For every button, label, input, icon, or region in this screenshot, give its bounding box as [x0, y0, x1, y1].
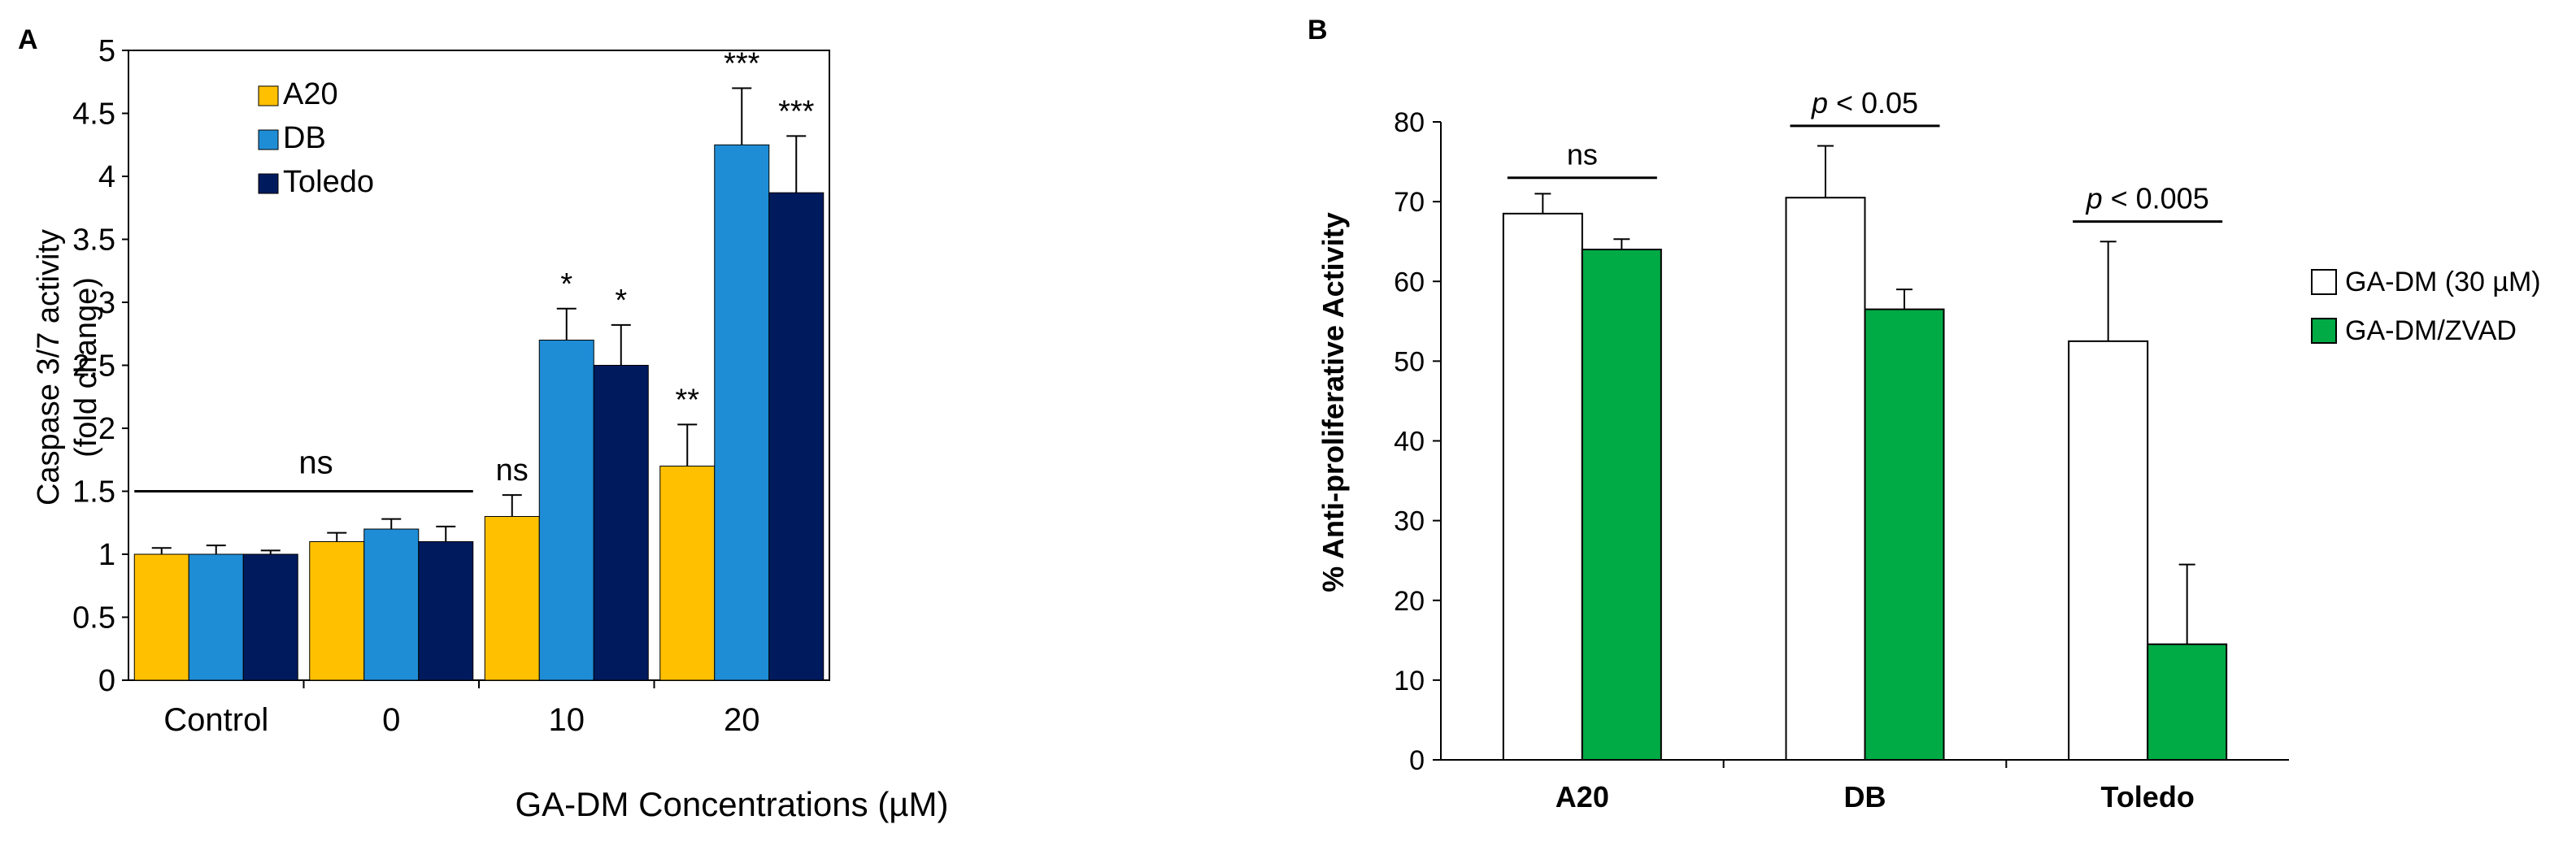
panel-b-y-tick-label: 30: [1394, 506, 1425, 537]
panel-a-significance-mark: **: [675, 383, 699, 417]
panel-a-x-tick-label: 20: [724, 702, 760, 738]
panel-a-significance-mark: *: [560, 267, 572, 302]
panel-a-y-tick-label: 1.5: [72, 475, 115, 510]
panel-a-x-label: GA-DM Concentrations (µM): [516, 785, 949, 823]
panel-b-y-tick-label: 40: [1394, 427, 1425, 458]
panel-label-b: B: [1308, 15, 1328, 46]
panel-a-bars: [133, 87, 825, 681]
panel-b-legend-swatch: [2311, 269, 2337, 295]
panel-a-annotations: ns ns*** *******: [134, 47, 815, 492]
panel-a-y-tick-label: 4: [98, 160, 115, 194]
panel-a-x-axis: Control 0 10 20: [163, 680, 760, 738]
panel-label-a: A: [18, 24, 38, 55]
panel-a-y-tick-label: 5: [98, 34, 115, 68]
panel-a-y-tick-label: 3.5: [72, 223, 115, 258]
panel-a-bar-toledo: [768, 192, 825, 681]
panel-b-bracket-label: p < 0.005: [2086, 182, 2209, 215]
panel-a-bar-toledo: [418, 541, 474, 681]
panel-b-y-tick-label: 80: [1394, 107, 1425, 138]
panel-a-bar-db: [714, 144, 770, 681]
panel-b-chart: 0 10 20 30 40 50 60 70 80 A20 DB Toledo ns p < 0.05…: [1316, 86, 2541, 813]
panel-b-bar-1: [1581, 249, 1662, 761]
panel-a-y-label-line1: Caspase 3/7 activity: [32, 229, 66, 505]
panel-b-y-tick-label: 10: [1394, 666, 1425, 696]
panel-a-y-tick-label: 0: [98, 664, 115, 698]
panel-a-x-tick-label: 10: [549, 702, 585, 738]
panel-b-bracket-label: p < 0.05: [1811, 86, 1918, 119]
panel-a-bar-db: [363, 528, 420, 681]
panel-a-significance-mark: ***: [724, 47, 760, 81]
panel-b-legend-label: GA-DM (30 µM): [2345, 267, 2541, 297]
panel-b-bar-0: [1785, 197, 1866, 761]
panel-b-y-tick-label: 20: [1394, 586, 1425, 617]
panel-a-y-tick-label: 3: [98, 286, 115, 320]
panel-b-bars: [1502, 145, 2228, 761]
panel-a-y-label-line2: (fold change): [69, 277, 103, 458]
panel-a-legend-label: DB: [283, 121, 326, 155]
panel-a-y-tick-label: 1: [98, 538, 115, 572]
panel-b-legend-swatch: [2311, 318, 2337, 344]
panel-a-bar-toledo: [242, 553, 298, 681]
panel-a-significance-mark: ***: [778, 94, 815, 128]
panel-b-y-tick-label: 70: [1394, 187, 1425, 218]
panel-a-legend-swatch: [258, 173, 279, 194]
panel-a-legend-swatch: [258, 85, 279, 106]
panel-b-bar-0: [2068, 340, 2149, 761]
panel-a-legend-label: Toledo: [283, 165, 374, 199]
panel-b-x-tick-label: Toledo: [2101, 780, 2195, 813]
panel-b-legend-label: GA-DM/ZVAD: [2345, 315, 2517, 346]
panel-a-legend-swatch: [258, 129, 279, 150]
panel-a-bar-a20: [133, 553, 189, 681]
panel-b-bar-1: [2147, 643, 2228, 761]
panel-b-annotations: ns p < 0.05 p < 0.005: [1507, 86, 2223, 223]
panel-b-bar-0: [1502, 212, 1583, 761]
panel-a-y-tick-label: 2: [98, 412, 115, 446]
panel-b-y-tick-label: 50: [1394, 346, 1425, 377]
panel-a-legend-label: A20: [283, 77, 338, 111]
panel-a-bar-a20: [484, 516, 540, 681]
panel-b-y-tick-label: 60: [1394, 267, 1425, 297]
panel-b-bar-1: [1864, 308, 1945, 761]
panel-a-x-tick-label: Control: [163, 702, 268, 738]
panel-a-y-tick-label: 2.5: [72, 349, 115, 384]
panel-a-y-tick-label: 4.5: [72, 98, 115, 132]
panel-b-y-tick-label: 0: [1409, 745, 1425, 776]
panel-a-bar-toledo: [593, 365, 649, 681]
panel-b-bracket-label: ns: [1567, 138, 1598, 171]
panel-a-significance-mark: ns: [496, 453, 529, 488]
panel-a-ns-bracket-label: ns: [298, 445, 333, 481]
panel-a-bar-a20: [309, 541, 365, 681]
panel-b-y-axis: 0 10 20 30 40 50 60 70 80: [1394, 107, 2289, 776]
panel-a-chart: 0 0.5 1 1.5 2 2.5 3 3.5 4 4.5 5 Control 0 10 20 ns ns *…: [32, 34, 948, 823]
panel-b-x-tick-label: A20: [1556, 780, 1609, 813]
panel-a-bar-db: [188, 553, 244, 681]
panel-b-x-axis: A20 DB Toledo: [1556, 760, 2195, 813]
panel-b-legend: GA-DM (30 µM) GA-DM/ZVAD: [2311, 267, 2541, 346]
panel-b-x-tick-label: DB: [1844, 780, 1886, 813]
panel-a-bar-db: [538, 340, 594, 681]
panel-a-significance-mark: *: [615, 284, 627, 318]
panel-b-y-label: % Anti-proliferative Activity: [1316, 212, 1350, 592]
panel-a-legend: A20 DB Toledo: [258, 77, 374, 199]
panel-a-x-tick-label: 0: [382, 702, 400, 738]
panel-a-y-tick-label: 0.5: [72, 601, 115, 636]
panel-a-bar-a20: [659, 466, 716, 681]
